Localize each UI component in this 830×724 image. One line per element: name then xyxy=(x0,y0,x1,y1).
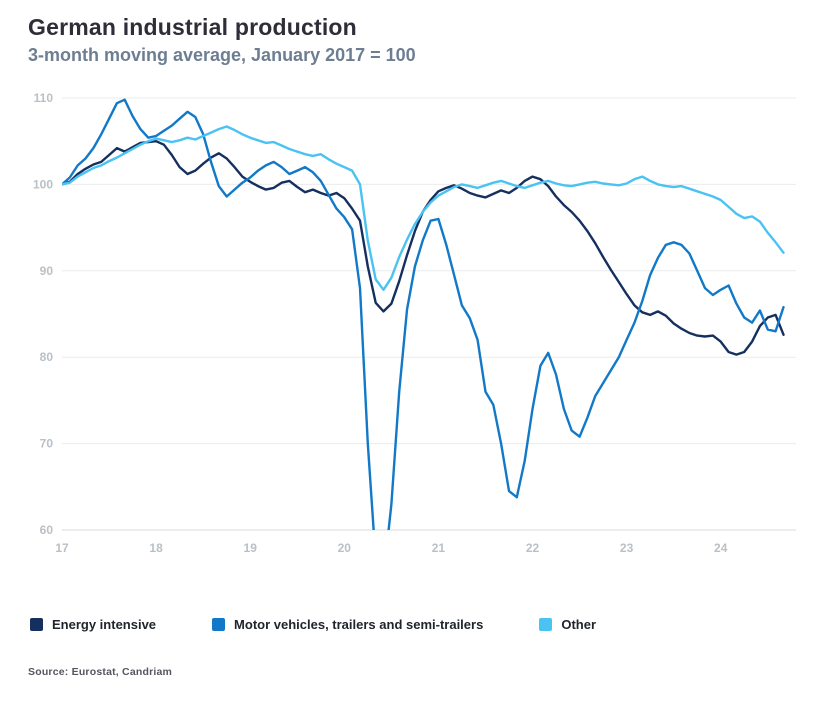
svg-text:19: 19 xyxy=(244,541,258,555)
legend-swatch-energy-intensive xyxy=(30,618,43,631)
legend-label-other: Other xyxy=(561,617,596,632)
legend: Energy intensive Motor vehicles, trailer… xyxy=(30,617,802,632)
svg-text:100: 100 xyxy=(33,177,53,191)
legend-swatch-other xyxy=(539,618,553,631)
legend-label-energy-intensive: Energy intensive xyxy=(52,617,157,632)
legend-label-motor-vehicles: Motor vehicles, trailers and semi-traile… xyxy=(234,617,484,632)
svg-text:80: 80 xyxy=(40,350,54,364)
source-note: Source: Eurostat, Candriam xyxy=(28,666,173,678)
legend-item-energy-intensive: Energy intensive xyxy=(30,617,156,632)
svg-text:20: 20 xyxy=(338,541,352,555)
svg-text:110: 110 xyxy=(34,91,54,105)
svg-text:18: 18 xyxy=(149,541,163,555)
chart-title: German industrial production xyxy=(28,14,357,40)
svg-text:22: 22 xyxy=(526,541,540,555)
svg-text:90: 90 xyxy=(40,264,54,278)
chart-svg: 60 70 80 90 100 110 17 18 19 20 21 22 23 24 xyxy=(33,91,796,555)
legend-item-other: Other xyxy=(539,617,596,632)
svg-text:70: 70 xyxy=(40,437,54,451)
chart-subtitle: 3-month moving average, January 2017 = 1… xyxy=(28,45,416,65)
svg-text:21: 21 xyxy=(432,541,446,555)
chart-area: 60 70 80 90 100 110 17 18 19 20 21 22 23 24 xyxy=(28,88,802,573)
svg-text:17: 17 xyxy=(55,541,69,555)
svg-text:23: 23 xyxy=(620,541,634,555)
legend-swatch-motor-vehicles xyxy=(212,618,226,631)
legend-item-motor-vehicles: Motor vehicles, trailers and semi-traile… xyxy=(212,617,483,632)
chart-header: German industrial production 3-month mov… xyxy=(28,14,802,66)
svg-text:60: 60 xyxy=(40,523,54,537)
svg-text:24: 24 xyxy=(714,541,728,555)
